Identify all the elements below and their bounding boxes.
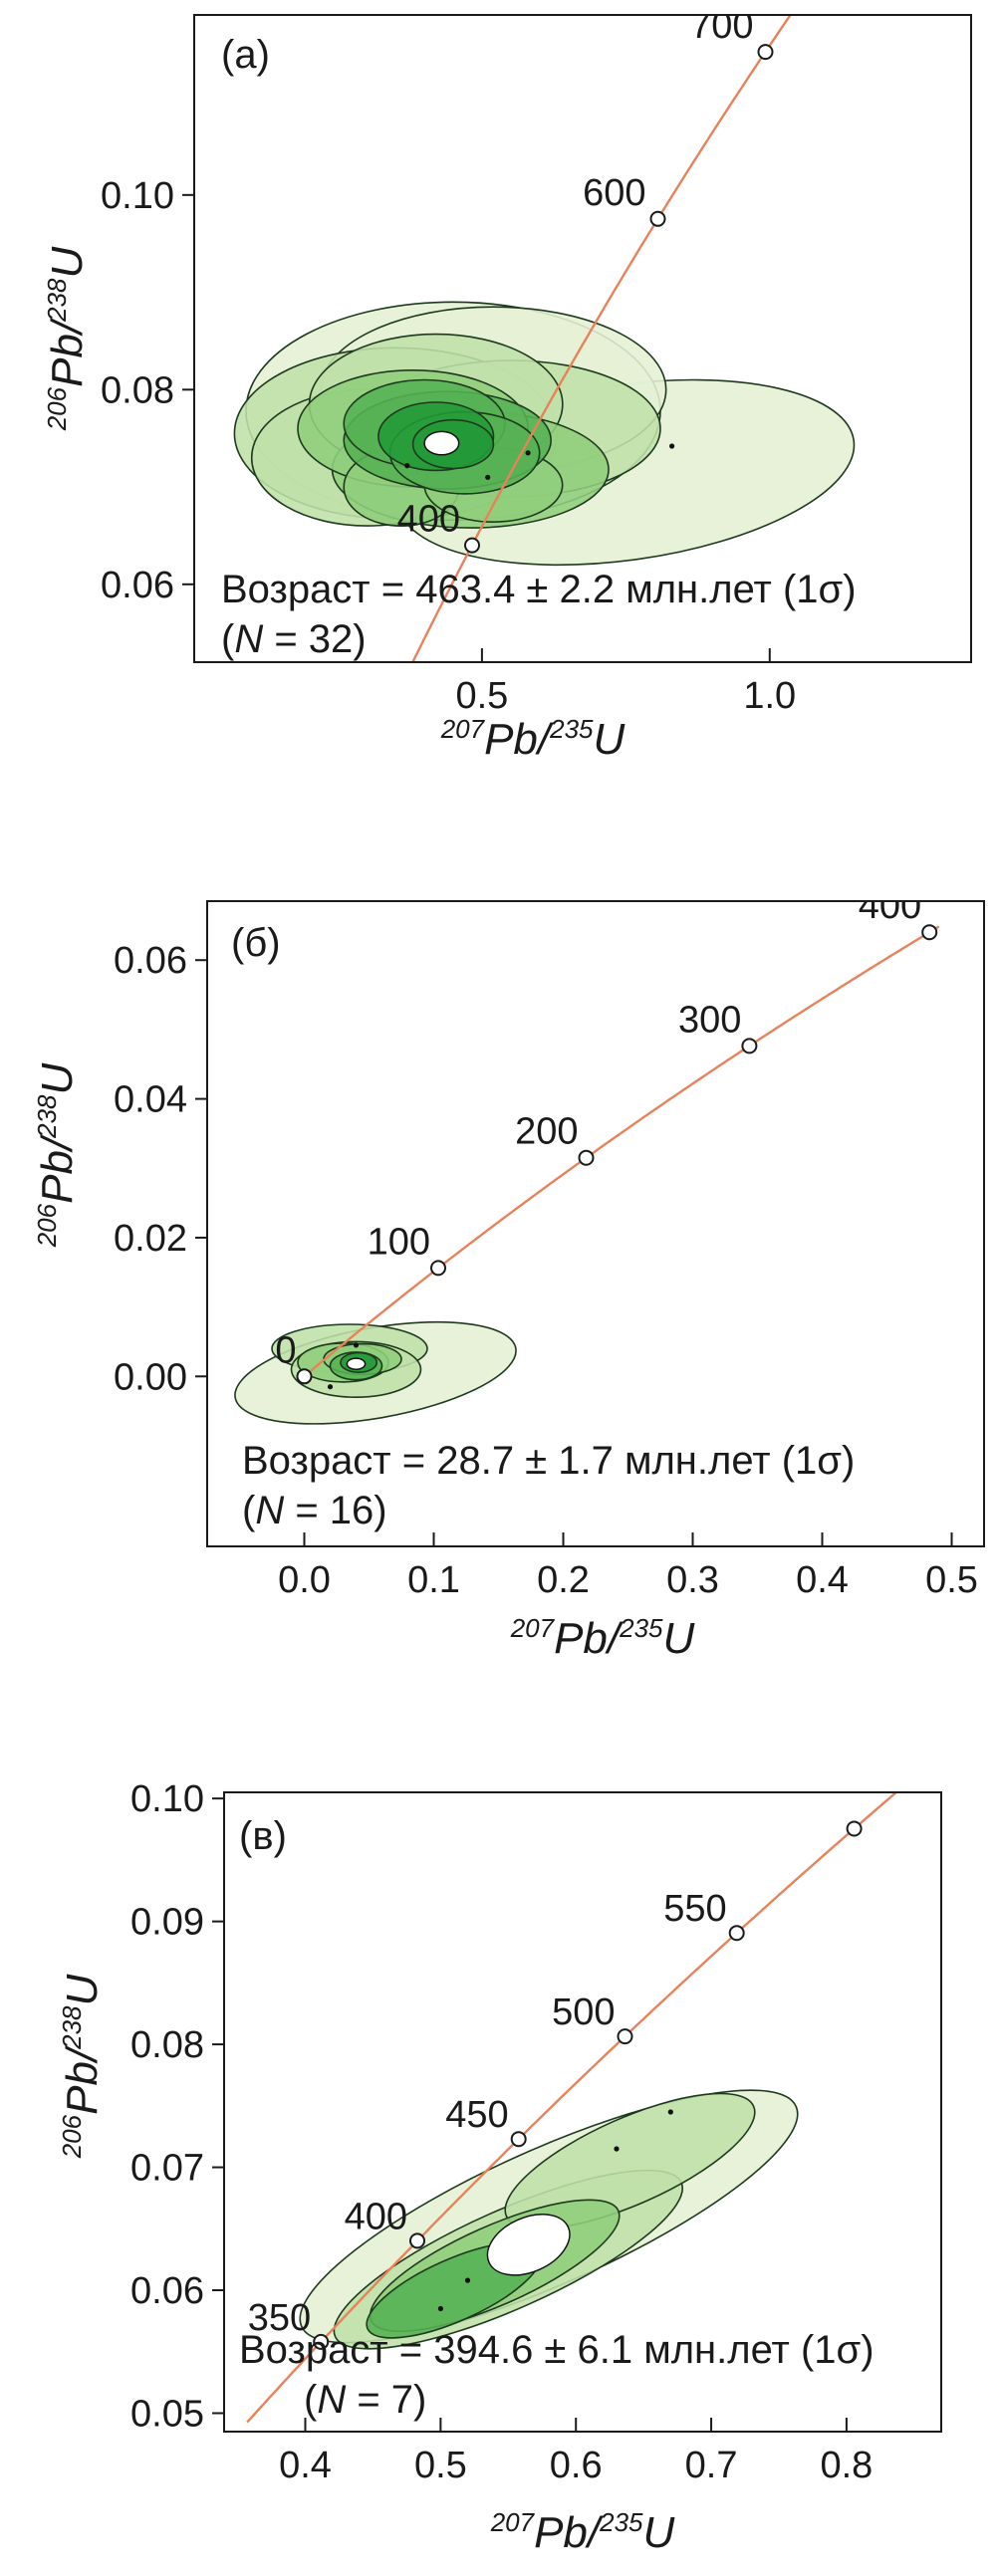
panel-b-x-axis-label: 207Pb/235U xyxy=(510,1613,695,1663)
y-tick-label: 0.09 xyxy=(130,1902,204,1944)
y-tick-label: 0.07 xyxy=(130,2148,204,2190)
y-tick-label: 0.10 xyxy=(101,175,174,217)
panel-a-plot-area: 400 600 700 xyxy=(233,5,856,662)
y-tick-label: 0.10 xyxy=(130,1778,204,1820)
panel-a: 400 600 700 0.5 1.0 0.06 0.08 0.10 (а) Возраст… xyxy=(42,5,972,764)
panel-c-n-text: (N = 7) xyxy=(304,2378,426,2422)
data-point xyxy=(327,1384,334,1390)
concordia-age-marker xyxy=(741,1038,758,1054)
concordia-age-label: 0 xyxy=(275,1329,296,1371)
y-tick-label: 0.08 xyxy=(101,369,174,411)
panel-b: 0 100 200 300 400 0.0 0.1 0.2 0.3 0.4 0.5 0.00 0.02… xyxy=(32,885,985,1663)
panel-a-n-text: (N = 32) xyxy=(221,617,367,661)
panel-c-plot-area: 350 400 450 500 550 xyxy=(246,1792,898,2424)
y-tick-label: 0.06 xyxy=(114,940,187,982)
x-tick-label: 0.4 xyxy=(279,2445,332,2486)
concordia-age-label: 350 xyxy=(248,2297,311,2339)
y-tick-label: 0.06 xyxy=(101,565,174,606)
panel-b-frame xyxy=(206,900,985,1547)
y-tick-label: 0.00 xyxy=(114,1356,187,1398)
x-tick-label: 0.3 xyxy=(666,1559,719,1601)
concordia-age-marker xyxy=(846,1820,863,1837)
concordia-age-marker xyxy=(617,2028,633,2045)
x-tick-label: 0.5 xyxy=(455,675,508,717)
data-point xyxy=(525,450,531,456)
concordia-age-marker xyxy=(409,2232,425,2249)
concordia-age-marker xyxy=(757,44,774,61)
concordia-curve xyxy=(246,1792,898,2424)
panel-c-ticks: 0.4 0.5 0.6 0.7 0.8 0.05 0.06 0.07 0.08 0.09 0.10 xyxy=(130,1778,873,2486)
x-tick-label: 0.2 xyxy=(537,1559,590,1601)
data-point xyxy=(667,2109,673,2115)
y-tick-label: 0.08 xyxy=(130,2024,204,2066)
y-tick-label: 0.05 xyxy=(130,2393,204,2435)
y-tick-label: 0.06 xyxy=(130,2270,204,2312)
concordia-age-marker xyxy=(296,1368,313,1385)
concordia-age-marker xyxy=(921,924,938,941)
panel-a-x-axis-label: 207Pb/235U xyxy=(440,714,625,764)
concordia-age-marker xyxy=(313,2333,330,2350)
concordia-age-label: 200 xyxy=(515,1111,578,1153)
panel-c-age-text: Возраст = 394.6 ± 6.1 млн.лет (1σ) xyxy=(239,2328,875,2372)
panel-a-frame xyxy=(193,14,972,663)
data-point xyxy=(614,2146,620,2152)
concordia-age-marker xyxy=(430,1260,446,1277)
panel-b-y-axis-label: 206Pb/238U xyxy=(32,1062,82,1248)
panel-a-label: (а) xyxy=(221,33,270,77)
concordia-age-marker xyxy=(510,2131,527,2148)
x-tick-label: 0.1 xyxy=(407,1559,460,1601)
x-tick-label: 0.0 xyxy=(278,1559,331,1601)
panel-c-y-axis-label: 206Pb/238U xyxy=(57,1974,107,2159)
x-tick-label: 1.0 xyxy=(743,675,796,717)
panel-c-label: (в) xyxy=(239,1814,287,1858)
concordia-age-label: 400 xyxy=(397,499,460,541)
x-tick-label: 0.5 xyxy=(925,1559,978,1601)
concordia-age-label: 600 xyxy=(583,172,645,214)
panel-a-age-text: Возраст = 463.4 ± 2.2 млн.лет (1σ) xyxy=(221,568,857,611)
data-point xyxy=(437,2305,443,2312)
mean-age-ellipse xyxy=(486,2214,571,2276)
panel-b-plot-area: 0 100 200 300 400 xyxy=(234,885,940,1425)
concordia-age-label: 500 xyxy=(552,1991,615,2033)
panel-b-n-text: (N = 16) xyxy=(242,1489,387,1532)
concordia-age-marker xyxy=(728,1925,745,1942)
data-point xyxy=(669,443,675,449)
mean-age-ellipse xyxy=(423,430,460,456)
x-tick-label: 0.7 xyxy=(685,2445,738,2486)
concordia-age-marker xyxy=(578,1149,595,1166)
x-tick-label: 0.5 xyxy=(414,2445,467,2486)
concordia-age-label: 300 xyxy=(678,999,741,1041)
error-ellipse xyxy=(504,2092,756,2230)
concordia-age-label: 400 xyxy=(859,885,921,927)
panel-a-ticks: 0.5 1.0 0.06 0.08 0.10 xyxy=(101,175,796,717)
concordia-age-label: 400 xyxy=(345,2196,407,2237)
panel-c-x-axis-label: 207Pb/235U xyxy=(490,2507,675,2557)
panel-b-label: (б) xyxy=(231,921,281,965)
x-tick-label: 0.8 xyxy=(820,2445,873,2486)
concordia-age-label: 550 xyxy=(663,1888,726,1930)
data-point xyxy=(404,463,410,469)
panel-a-y-axis-label: 206Pb/238U xyxy=(42,246,92,431)
x-tick-label: 0.4 xyxy=(796,1559,849,1601)
concordia-age-label: 700 xyxy=(690,5,753,47)
x-tick-label: 0.6 xyxy=(550,2445,603,2486)
concordia-age-marker xyxy=(464,537,480,554)
panel-b-age-text: Возраст = 28.7 ± 1.7 млн.лет (1σ) xyxy=(242,1439,855,1483)
y-tick-label: 0.02 xyxy=(114,1218,187,1260)
panel-c-frame xyxy=(223,1791,942,2433)
concordia-curve xyxy=(411,15,793,662)
mean-age-ellipse xyxy=(346,1357,367,1371)
y-tick-label: 0.04 xyxy=(114,1079,187,1121)
concordia-age-label: 100 xyxy=(368,1221,430,1263)
concordia-curve xyxy=(303,925,940,1378)
data-point xyxy=(353,1342,360,1348)
data-point xyxy=(485,474,491,480)
concordia-age-label: 450 xyxy=(445,2094,508,2136)
concordia-age-marker xyxy=(649,210,666,227)
panel-b-ticks: 0.0 0.1 0.2 0.3 0.4 0.5 0.00 0.02 0.04 0.06 xyxy=(114,940,978,1601)
data-point xyxy=(464,2277,471,2283)
